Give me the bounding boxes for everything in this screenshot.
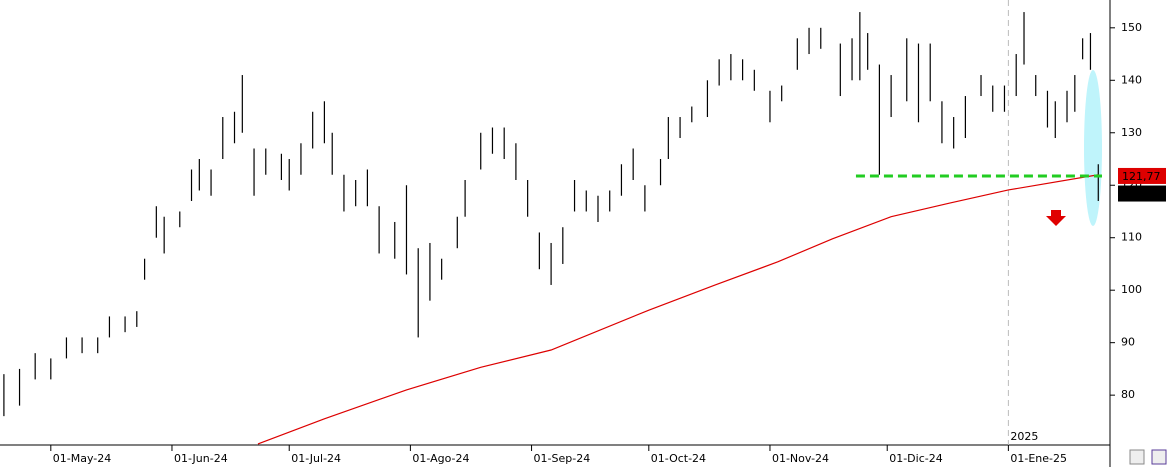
x-tick-label: 01-Jul-24 xyxy=(291,452,341,465)
year-label: 2025 xyxy=(1010,430,1038,443)
x-tick-label: 01-Sep-24 xyxy=(534,452,591,465)
x-tick-label: 01-Dic-24 xyxy=(889,452,943,465)
y-tick-label: 150 xyxy=(1121,21,1142,34)
down-arrow xyxy=(1046,210,1066,226)
x-tick-label: 01-Nov-24 xyxy=(772,452,829,465)
x-tick-label: 01-Jun-24 xyxy=(174,452,228,465)
y-tick-label: 80 xyxy=(1121,388,1135,401)
price-label: 118,42 xyxy=(1122,188,1161,201)
price-label: 121,77 xyxy=(1122,170,1161,183)
price-label-box xyxy=(1118,167,1166,184)
highlight-ellipse xyxy=(1084,70,1102,226)
y-tick-label: 100 xyxy=(1121,283,1142,296)
x-tick-label: 01-Ene-25 xyxy=(1010,452,1067,465)
x-tick-label: 01-Oct-24 xyxy=(651,452,706,465)
y-tick-label: 130 xyxy=(1121,126,1142,139)
toolbar-icon[interactable] xyxy=(1151,449,1167,465)
moving-average-line xyxy=(257,174,1099,445)
toolbar-icon[interactable] xyxy=(1129,449,1145,465)
y-tick-label: 140 xyxy=(1121,73,1142,86)
y-tick-label: 110 xyxy=(1121,231,1142,244)
x-tick-label: 01-Ago-24 xyxy=(412,452,469,465)
x-tick-label: 01-May-24 xyxy=(53,452,111,465)
price-label-box xyxy=(1118,185,1166,202)
y-tick-label: 90 xyxy=(1121,336,1135,349)
